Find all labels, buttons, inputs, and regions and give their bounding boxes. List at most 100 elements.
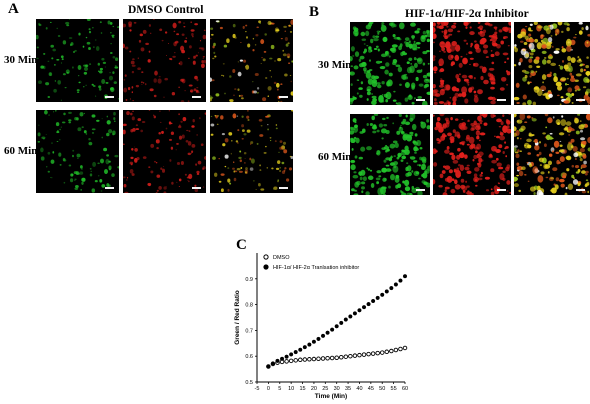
panel-b-row-30: 30 Min — [318, 59, 352, 71]
dmso-point — [384, 349, 390, 355]
panel-a-row-60: 60 Min — [4, 145, 38, 157]
dmso-point — [402, 345, 408, 351]
inhibitor-point — [393, 282, 398, 287]
micro-a-60-green — [36, 110, 119, 193]
scale-bar — [497, 189, 506, 191]
inhibitor-point — [307, 342, 312, 347]
dmso-point — [325, 356, 330, 361]
micro-b-60-red — [433, 114, 511, 195]
inhibitor-point — [284, 354, 289, 359]
inhibitor-point — [266, 364, 271, 369]
inhibitor-point — [275, 358, 280, 363]
x-tick-label: 55 — [391, 386, 397, 392]
dmso-point — [379, 350, 385, 355]
legend: DMSO HIF-1α/ HIF-2α Tranlsation inhibito… — [263, 254, 359, 271]
x-tick-label: 0 — [267, 386, 270, 392]
inhibitor-point — [302, 345, 307, 350]
inhibitor-point — [398, 278, 403, 283]
inhibitor-point — [330, 327, 335, 332]
dmso-point — [334, 355, 339, 360]
dmso-point — [352, 353, 358, 358]
inhibitor-point — [320, 333, 326, 338]
inhibitor-point — [316, 336, 321, 341]
panel-b-title: HIF-1α/HIF-2α Inhibitor — [405, 8, 529, 20]
dmso-point — [293, 358, 298, 363]
scale-bar — [576, 99, 585, 101]
inhibitor-point — [298, 347, 303, 352]
x-tick-label: 15 — [299, 386, 305, 392]
micro-b-30-red — [433, 22, 511, 105]
scale-bar — [279, 96, 288, 98]
legend-label-inhibitor: HIF-1α/ HIF-2α Tranlsation inhibitor — [273, 265, 359, 271]
panel-a-title: DMSO Control — [128, 4, 204, 16]
dmso-point — [361, 352, 367, 357]
inhibitor-point — [270, 361, 275, 366]
dmso-point — [311, 356, 317, 362]
inhibitor-point — [366, 302, 371, 307]
dmso-point — [343, 354, 349, 359]
inhibitor-point — [343, 317, 348, 322]
micro-a-30-merge — [210, 19, 293, 102]
micro-b-30-green — [350, 22, 430, 105]
dmso-point — [329, 355, 335, 361]
inhibitor-point — [389, 286, 394, 291]
x-tick-label: 10 — [288, 386, 294, 392]
inhibitor-point — [339, 320, 344, 325]
legend-marker-dmso — [263, 254, 269, 260]
inhibitor-point — [334, 324, 339, 329]
x-ticks: -5 0 5 10 15 20 25 30 35 40 45 50 55 60 — [255, 382, 408, 392]
inhibitor-point — [289, 352, 294, 357]
legend-label-dmso: DMSO — [273, 255, 290, 261]
inhibitor-point — [384, 289, 389, 294]
y-tick-label: 0.5 — [245, 380, 253, 386]
x-tick-label: 25 — [322, 386, 328, 392]
micro-b-30-merge — [514, 22, 590, 105]
scale-bar — [192, 96, 201, 98]
inhibitor-point — [293, 350, 298, 355]
dmso-point — [398, 346, 403, 352]
inhibitor-point — [361, 305, 367, 310]
micro-b-60-merge — [514, 114, 590, 195]
inhibitor-point — [352, 311, 357, 316]
ratio-chart: 0.5 0.6 0.7 0.8 0.9 -5 0 5 10 15 20 25 30 35 40 45 50 55… — [234, 253, 408, 400]
y-ticks: 0.5 0.6 0.7 0.8 0.9 — [245, 277, 257, 386]
data-points — [266, 274, 408, 369]
inhibitor-point — [311, 339, 316, 344]
scale-bar — [105, 96, 114, 98]
x-axis-label: Time (Min) — [315, 393, 347, 400]
micro-a-60-red — [123, 110, 206, 193]
y-tick-label: 0.8 — [245, 303, 253, 309]
scale-bar — [497, 99, 506, 101]
dmso-point — [393, 347, 399, 353]
dmso-point — [316, 356, 321, 362]
dmso-point — [370, 351, 376, 356]
x-tick-label: 20 — [311, 386, 317, 392]
x-tick-label: -5 — [255, 386, 260, 392]
inhibitor-point — [371, 298, 376, 304]
x-tick-label: 30 — [334, 386, 340, 392]
micro-a-60-merge — [210, 110, 293, 193]
scale-bar — [576, 189, 585, 191]
inhibitor-point — [348, 314, 353, 319]
dmso-point — [307, 357, 312, 362]
y-axis-label: Green / Red Ratio — [234, 290, 241, 345]
inhibitor-point — [380, 292, 385, 297]
y-tick-label: 0.6 — [245, 354, 253, 360]
micro-b-60-green — [350, 114, 430, 195]
y-tick-label: 0.9 — [245, 277, 253, 283]
inhibitor-point — [357, 308, 362, 313]
inhibitor-point — [325, 330, 330, 335]
x-tick-label: 45 — [368, 386, 374, 392]
x-tick-label: 5 — [278, 386, 281, 392]
panel-c-letter: C — [236, 237, 247, 253]
inhibitor-point — [402, 274, 408, 279]
dmso-point — [320, 356, 326, 361]
inhibitor-point — [280, 356, 285, 361]
panel-a-letter: A — [8, 1, 19, 17]
scale-bar — [279, 187, 288, 189]
dmso-point — [389, 348, 394, 354]
x-tick-label: 35 — [345, 386, 351, 392]
x-tick-label: 40 — [356, 386, 362, 392]
dmso-point — [302, 357, 308, 362]
inhibitor-point — [375, 295, 380, 300]
